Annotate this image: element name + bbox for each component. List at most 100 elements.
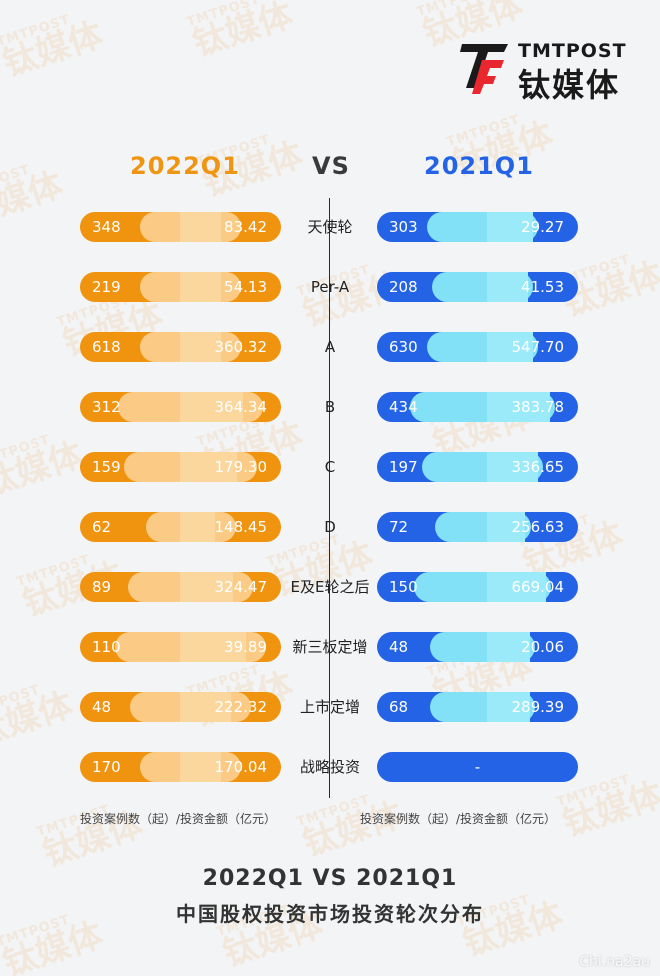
amount-2022q1: 83.42 (224, 218, 267, 236)
case-count-2021q1: 72 (389, 518, 409, 536)
bar-segment-marker (487, 452, 538, 482)
bar-2022q1: 62 148.45 (80, 512, 281, 542)
case-count-2021q1: 68 (389, 698, 409, 716)
round-label: 战略投资 (299, 758, 360, 776)
bar-segment-marker (487, 272, 528, 302)
amount-2021q1: 383.78 (511, 398, 565, 416)
header-right-period: 2021Q1 (424, 152, 534, 180)
bar-2022q1: 170 170.04 (80, 752, 281, 782)
bar-2021q1: - (377, 752, 578, 782)
case-count-2021q1: 208 (389, 278, 418, 296)
amount-2022q1: 222.32 (214, 698, 268, 716)
bar-2022q1: 618 360.32 (80, 332, 281, 362)
watermark-text-en: TMTPOST (184, 0, 263, 31)
chart-title: 2022Q1 VS 2021Q1 (202, 866, 458, 891)
bar-segment-marker (180, 512, 215, 542)
bar-segment-marker (487, 212, 533, 242)
comparison-row: 159 179.30 C 197 336.65 (0, 452, 660, 484)
case-count-2022q1: 618 (92, 338, 121, 356)
bar-2021q1: 72 256.63 (377, 512, 578, 542)
bar-segment-marker (487, 512, 525, 542)
bar-2021q1: 303 29.27 (377, 212, 578, 242)
watermark-text-cn: 钛媒体 (188, 0, 298, 65)
round-label: 天使轮 (307, 218, 353, 236)
image-credit: Chi.na2au (579, 954, 650, 970)
case-count-2022q1: 219 (92, 278, 121, 296)
watermark-text-en: TMTPOST (414, 0, 493, 21)
bar-segment-marker (180, 212, 221, 242)
watermark-text-en: TMTPOST (0, 162, 33, 201)
amount-2022q1: 148.45 (214, 518, 268, 536)
bar-segment-marker (180, 332, 221, 362)
amount-2021q1: 336.65 (511, 458, 565, 476)
amount-2021q1-empty: - (474, 758, 481, 776)
case-count-2021q1: 48 (389, 638, 409, 656)
round-label: E及E轮之后 (290, 578, 370, 596)
amount-2022q1: 360.32 (214, 338, 268, 356)
brand-name-en: TMTPOST (518, 40, 627, 62)
amount-2021q1: 289.39 (511, 698, 565, 716)
case-count-2021q1: 303 (389, 218, 418, 236)
comparison-row: 348 83.42 天使轮 303 29.27 (0, 212, 660, 244)
case-count-2022q1: 110 (92, 638, 121, 656)
watermark-text-en: TMTPOST (0, 12, 73, 51)
round-label: A (324, 338, 336, 356)
bar-segment-marker (180, 392, 243, 422)
round-label: C (324, 458, 336, 476)
bar-segment-marker (180, 572, 233, 602)
header-left-period: 2022Q1 (130, 152, 240, 180)
brand-name-cn: 钛媒体 (518, 66, 621, 104)
round-label: D (324, 518, 336, 536)
bar-2022q1: 219 54.13 (80, 272, 281, 302)
watermark-text-cn: 钛媒体 (0, 14, 108, 85)
bar-2021q1: 68 289.39 (377, 692, 578, 722)
bar-2021q1: 208 41.53 (377, 272, 578, 302)
bar-2021q1: 197 336.65 (377, 452, 578, 482)
footnote-right: 投资案例数（起）/投资金额（亿元） (360, 812, 557, 826)
amount-2021q1: 20.06 (521, 638, 564, 656)
comparison-row: 110 39.89 新三板定增 48 20.06 (0, 632, 660, 664)
amount-2022q1: 54.13 (224, 278, 267, 296)
amount-2022q1: 364.34 (214, 398, 268, 416)
bar-segment-marker (487, 332, 533, 362)
case-count-2022q1: 48 (92, 698, 112, 716)
case-count-2022q1: 312 (92, 398, 121, 416)
bar-segment-marker (487, 632, 530, 662)
comparison-row: 170 170.04 战略投资 - (0, 752, 660, 784)
comparison-row: 89 324.47 E及E轮之后 150 669.04 (0, 572, 660, 604)
footnote-left: 投资案例数（起）/投资金额（亿元） (80, 812, 277, 826)
bar-segment-marker (180, 692, 231, 722)
bar-2022q1: 110 39.89 (80, 632, 281, 662)
amount-2021q1: 256.63 (511, 518, 565, 536)
amount-2022q1: 170.04 (214, 758, 268, 776)
case-count-2022q1: 62 (92, 518, 112, 536)
center-divider (329, 198, 330, 798)
watermark-text-cn: 钛媒体 (558, 774, 660, 845)
case-count-2022q1: 89 (92, 578, 112, 596)
bar-2022q1: 159 179.30 (80, 452, 281, 482)
bar-segment-marker (180, 272, 221, 302)
comparison-row: 312 364.34 B 434 383.78 (0, 392, 660, 424)
comparison-row: 219 54.13 Per-A 208 41.53 (0, 272, 660, 304)
comparison-row: 618 360.32 A 630 547.70 (0, 332, 660, 364)
bar-2022q1: 89 324.47 (80, 572, 281, 602)
bar-2022q1: 48 222.32 (80, 692, 281, 722)
bar-segment-marker (487, 572, 546, 602)
amount-2022q1: 39.89 (224, 638, 267, 656)
amount-2022q1: 179.30 (214, 458, 268, 476)
bar-2021q1: 48 20.06 (377, 632, 578, 662)
bar-2022q1: 348 83.42 (80, 212, 281, 242)
chart-subtitle: 中国股权投资市场投资轮次分布 (176, 902, 484, 926)
comparison-row: 48 222.32 上市定增 68 289.39 (0, 692, 660, 724)
bar-2021q1: 630 547.70 (377, 332, 578, 362)
bar-segment-marker (487, 392, 550, 422)
case-count-2021q1: 150 (389, 578, 418, 596)
amount-2021q1: 41.53 (521, 278, 564, 296)
case-count-2021q1: 197 (389, 458, 418, 476)
case-count-2022q1: 159 (92, 458, 121, 476)
bar-2022q1: 312 364.34 (80, 392, 281, 422)
